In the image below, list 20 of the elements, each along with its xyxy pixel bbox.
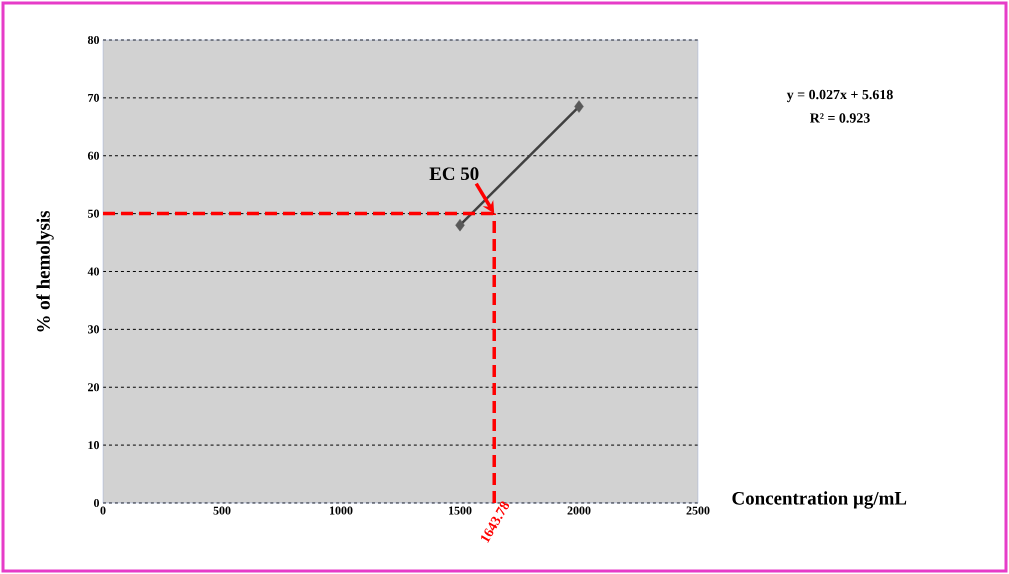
- y-axis-title: % of hemolysis: [36, 210, 54, 332]
- text: y = 0.027x + 5.618: [786, 89, 893, 103]
- x-tick-label: 1500: [449, 506, 472, 515]
- x-tick-label: 2000: [567, 506, 591, 515]
- x-axis-title: Concentration µg/mL: [732, 491, 907, 509]
- y-tick-label: 70: [88, 93, 100, 102]
- y-tick-label: 50: [88, 209, 100, 218]
- y-tick-label: 10: [88, 441, 100, 450]
- y-tick-label: 80: [87, 35, 100, 45]
- x-tick-label: 1000: [330, 506, 353, 515]
- annotation: EC 50: [429, 167, 479, 181]
- x-tick-label: 2500: [686, 506, 710, 515]
- y-tick-label: 0: [93, 498, 100, 508]
- x-tick-label: 500: [213, 506, 231, 515]
- y-tick-label: 20: [88, 383, 100, 392]
- y-tick-label: 60: [87, 151, 100, 160]
- y-tick-label: 40: [87, 267, 100, 276]
- y-tick-label: 30: [87, 325, 100, 334]
- x-tick-label: 0: [100, 506, 106, 515]
- text: R² = 0.923: [809, 113, 870, 123]
